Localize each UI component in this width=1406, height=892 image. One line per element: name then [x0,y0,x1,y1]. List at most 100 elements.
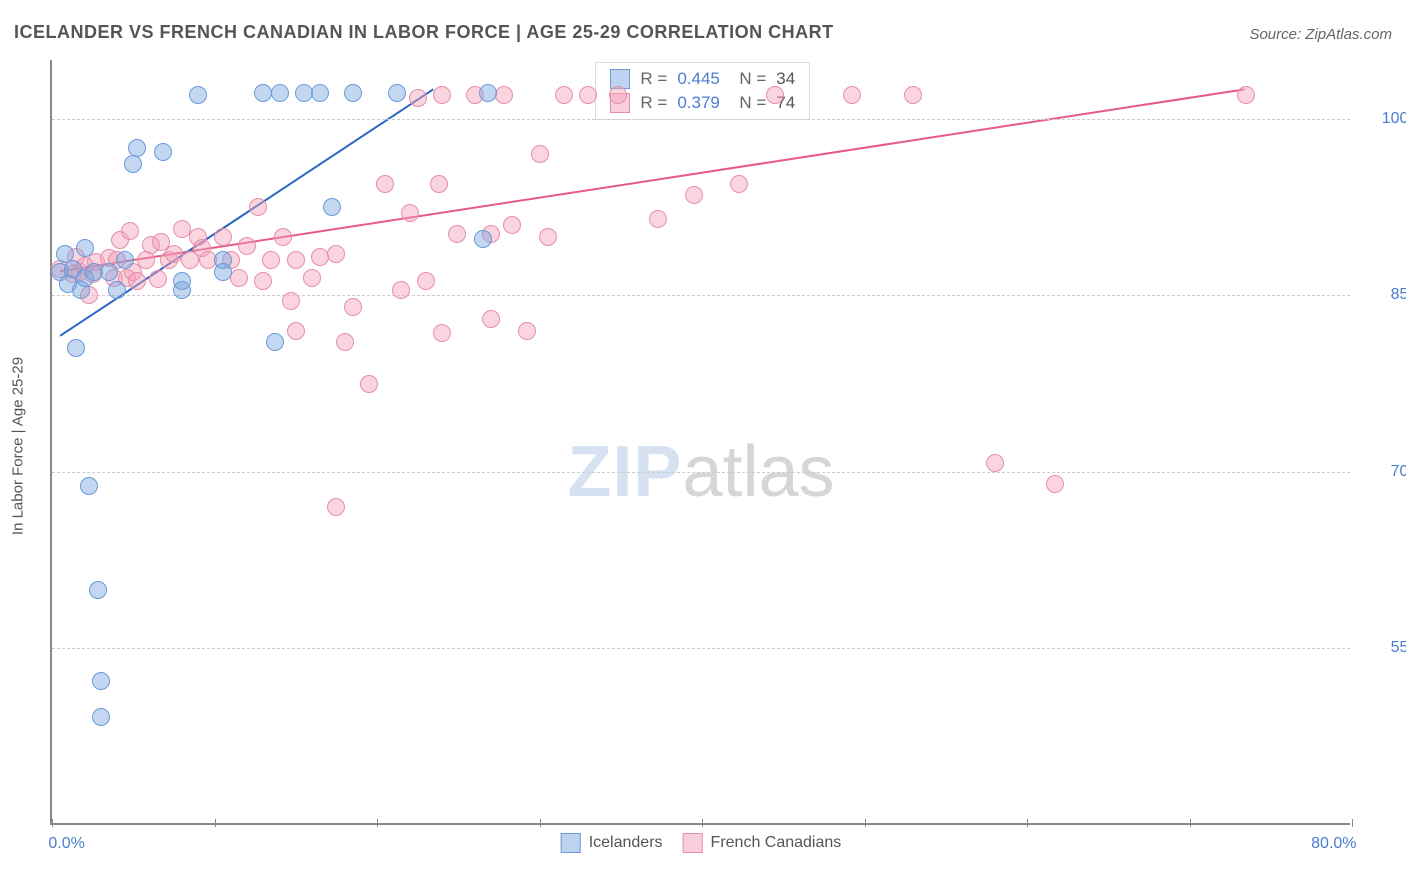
legend-n-label: N = [730,93,766,113]
data-point-french_canadians [539,228,557,246]
tick-x [540,819,541,827]
data-point-french_canadians [262,251,280,269]
gridline-y [52,648,1350,649]
tick-x [215,819,216,827]
data-point-french_canadians [433,324,451,342]
legend-r-value: 0.379 [677,93,720,113]
tick-x [52,819,53,827]
data-point-icelanders [479,84,497,102]
data-point-french_canadians [843,86,861,104]
data-point-french_canadians [579,86,597,104]
legend-label: French Canadians [711,834,842,852]
data-point-french_canadians [214,228,232,246]
tick-x [702,819,703,827]
data-point-french_canadians [360,375,378,393]
data-point-french_canadians [433,86,451,104]
data-point-icelanders [271,84,289,102]
data-point-french_canadians [904,86,922,104]
data-point-icelanders [323,198,341,216]
data-point-icelanders [116,251,134,269]
data-point-icelanders [173,272,191,290]
data-point-icelanders [89,581,107,599]
data-point-french_canadians [336,333,354,351]
data-point-french_canadians [609,86,627,104]
gridline-y [52,119,1350,120]
data-point-french_canadians [376,175,394,193]
legend-item-french-canadians: French Canadians [683,833,842,853]
x-tick-label: 0.0% [48,835,84,853]
gridline-y [52,472,1350,473]
data-point-icelanders [266,333,284,351]
data-point-french_canadians [282,292,300,310]
data-point-french_canadians [392,281,410,299]
data-point-french_canadians [287,322,305,340]
data-point-french_canadians [287,251,305,269]
swatch-icon [683,833,703,853]
data-point-icelanders [92,708,110,726]
legend-item-icelanders: Icelanders [561,833,663,853]
data-point-french_canadians [482,310,500,328]
data-point-french_canadians [230,269,248,287]
y-tick-label: 55.0% [1356,639,1406,657]
data-point-french_canadians [311,248,329,266]
y-axis-label: In Labor Force | Age 25-29 [10,357,27,535]
data-point-french_canadians [766,86,784,104]
swatch-icon [561,833,581,853]
data-point-icelanders [128,139,146,157]
data-point-french_canadians [649,210,667,228]
tick-x [377,819,378,827]
data-point-icelanders [214,263,232,281]
data-point-icelanders [76,239,94,257]
data-point-french_canadians [128,272,146,290]
data-point-icelanders [67,339,85,357]
legend-label: Icelanders [589,834,663,852]
data-point-french_canadians [238,237,256,255]
data-point-french_canadians [401,204,419,222]
data-point-icelanders [108,281,126,299]
source-attribution: Source: ZipAtlas.com [1249,26,1392,43]
data-point-french_canadians [149,270,167,288]
data-point-french_canadians [327,498,345,516]
data-point-french_canadians [137,251,155,269]
data-point-french_canadians [121,222,139,240]
x-tick-label: 80.0% [1311,835,1356,853]
data-point-icelanders [388,84,406,102]
data-point-french_canadians [730,175,748,193]
data-point-french_canadians [254,272,272,290]
data-point-french_canadians [249,198,267,216]
data-point-french_canadians [495,86,513,104]
data-point-french_canadians [327,245,345,263]
legend-r-value: 0.445 [677,69,720,89]
plot-area: ZIPatlas R = 0.445 N = 34 R = 0.379 N = … [50,60,1350,825]
data-point-french_canadians [986,454,1004,472]
y-tick-label: 85.0% [1356,286,1406,304]
data-point-icelanders [154,143,172,161]
data-point-french_canadians [1046,475,1064,493]
y-tick-label: 100.0% [1356,110,1406,128]
y-tick-label: 70.0% [1356,463,1406,481]
data-point-icelanders [311,84,329,102]
data-point-french_canadians [430,175,448,193]
data-point-french_canadians [303,269,321,287]
data-point-french_canadians [1237,86,1255,104]
data-point-french_canadians [344,298,362,316]
data-point-french_canadians [503,216,521,234]
trend-overlay [52,60,1350,823]
gridline-y [52,295,1350,296]
legend-n-label: N = [730,69,766,89]
data-point-icelanders [189,86,207,104]
page-root: ICELANDER VS FRENCH CANADIAN IN LABOR FO… [0,0,1406,892]
data-point-french_canadians [685,186,703,204]
series-legend: Icelanders French Canadians [561,833,842,853]
trend-line-icelanders [60,89,433,336]
data-point-icelanders [80,477,98,495]
tick-x [1027,819,1028,827]
data-point-french_canadians [409,89,427,107]
data-point-french_canadians [417,272,435,290]
data-point-french_canadians [531,145,549,163]
data-point-french_canadians [274,228,292,246]
tick-x [1352,819,1353,827]
data-point-french_canadians [555,86,573,104]
data-point-icelanders [474,230,492,248]
data-point-french_canadians [518,322,536,340]
